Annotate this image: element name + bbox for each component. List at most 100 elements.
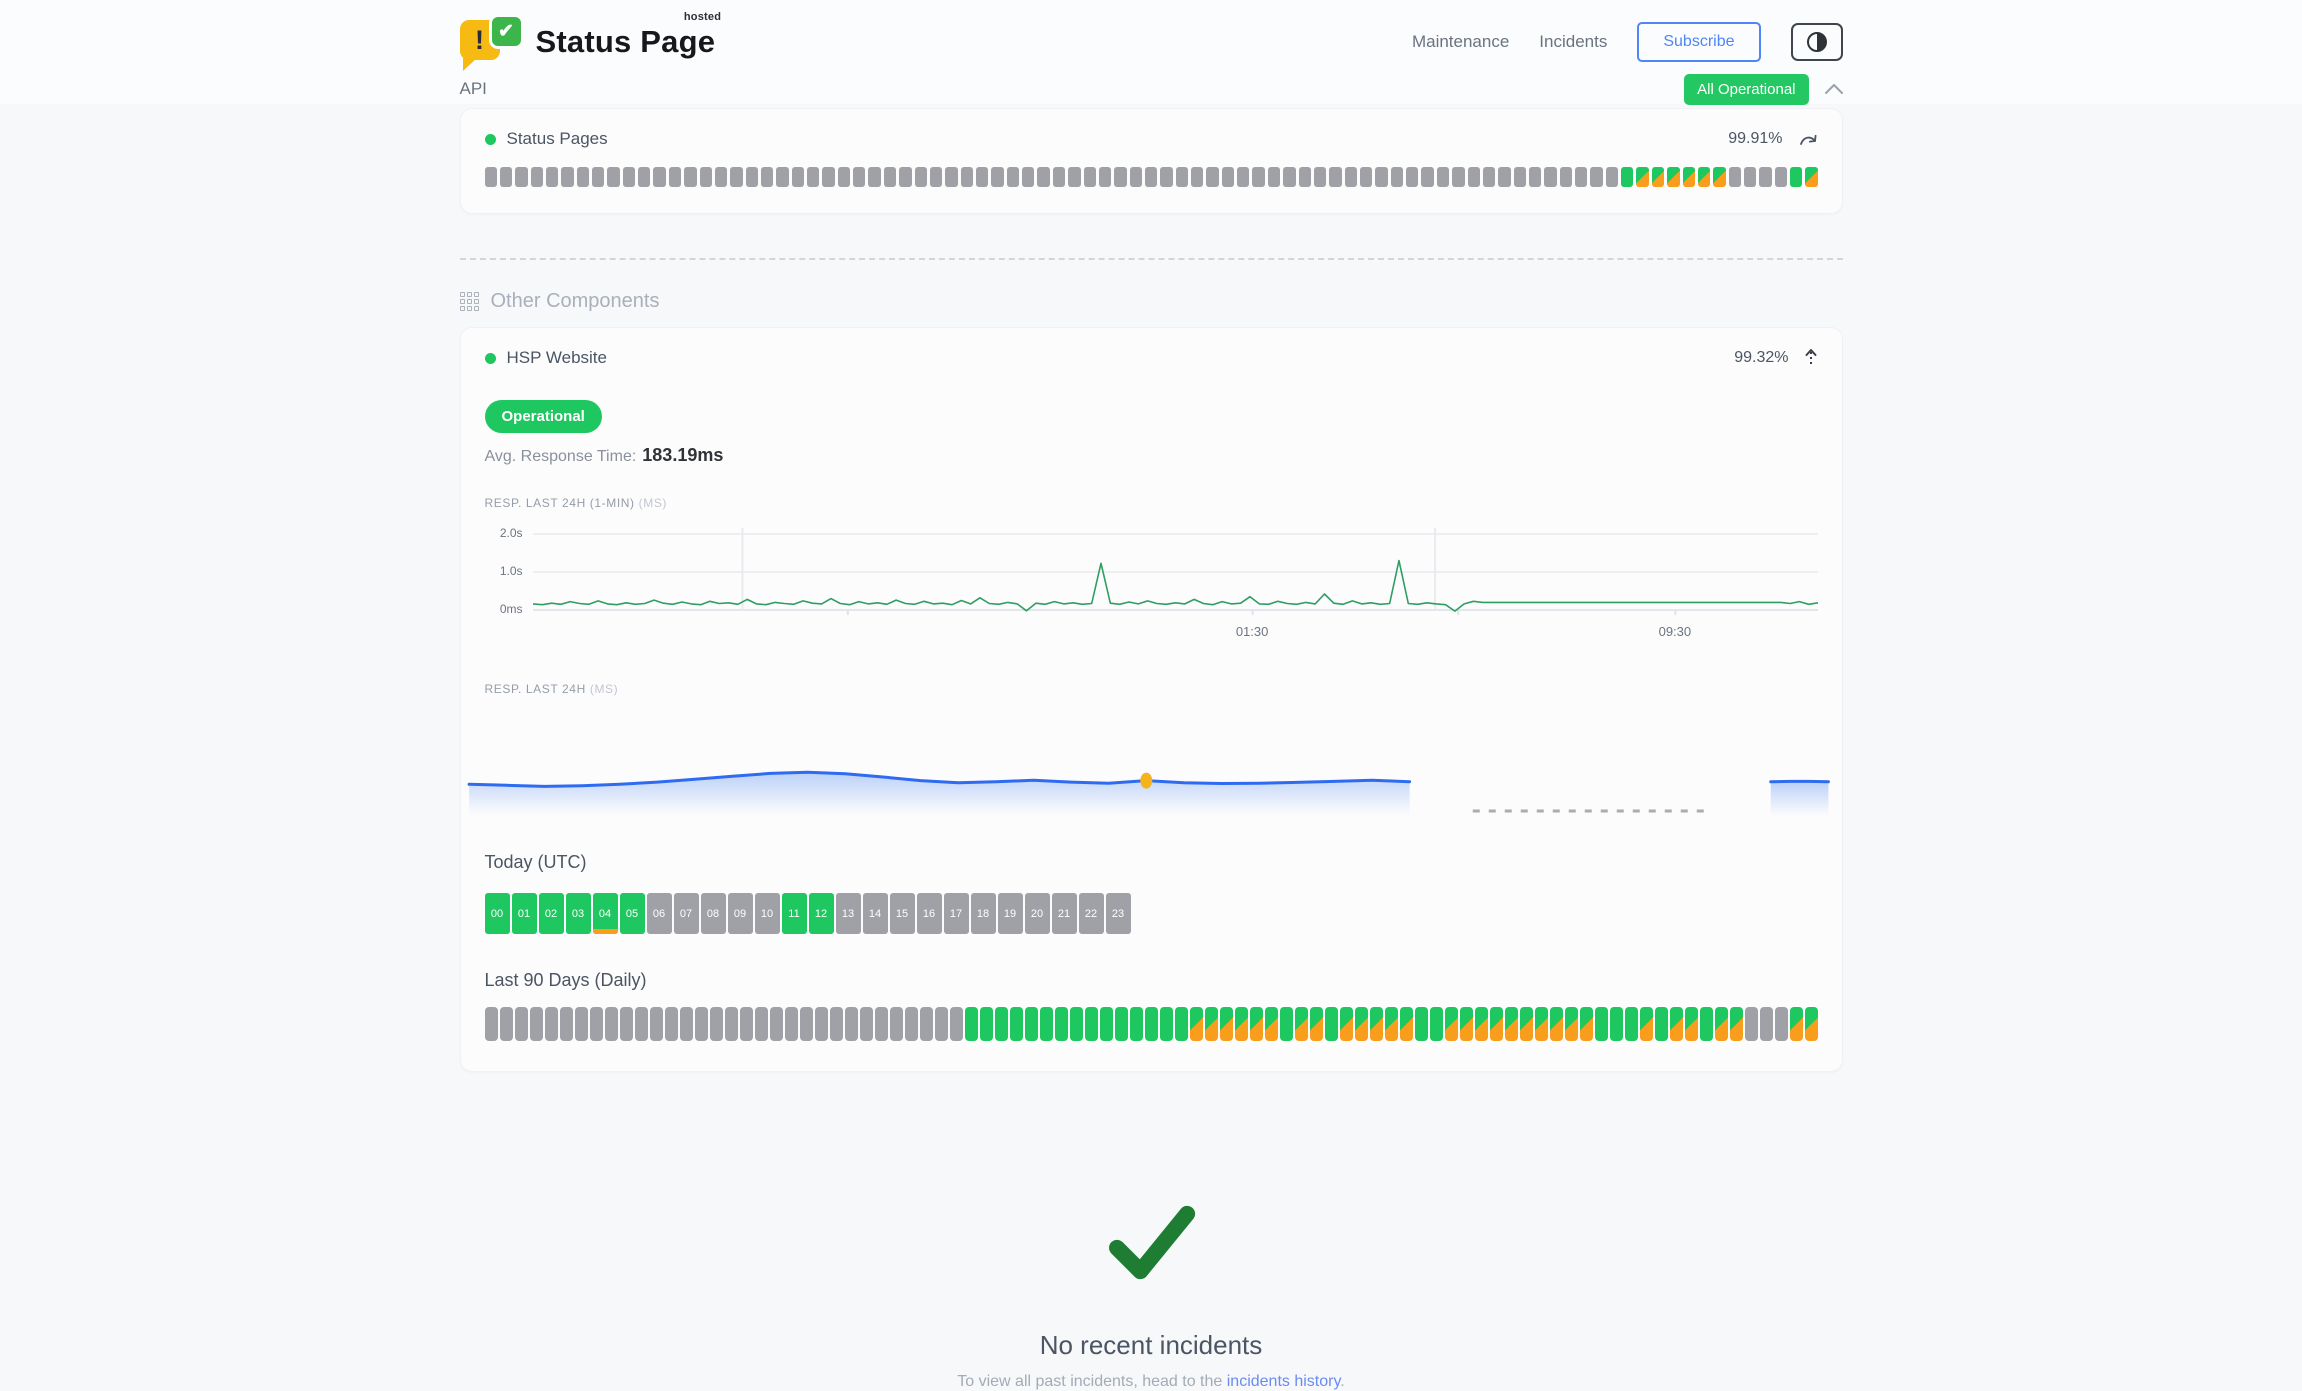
theme-toggle-button[interactable] <box>1790 23 1843 61</box>
uptime-bar[interactable] <box>1744 1007 1758 1041</box>
uptime-bar[interactable] <box>1324 1007 1338 1041</box>
hour-block-00[interactable]: 00 <box>484 893 510 934</box>
uptime-bar[interactable] <box>1054 1007 1068 1041</box>
uptime-bar[interactable] <box>791 167 805 187</box>
uptime-bar[interactable] <box>1129 167 1142 187</box>
uptime-bar[interactable] <box>1790 167 1803 187</box>
hour-block-14[interactable]: 14 <box>862 893 888 934</box>
uptime-bar[interactable] <box>730 167 743 187</box>
uptime-bar[interactable] <box>1083 167 1096 187</box>
uptime-bar[interactable] <box>1444 1007 1458 1041</box>
uptime-bar[interactable] <box>919 1007 933 1041</box>
uptime-bar[interactable] <box>1159 1007 1173 1041</box>
uptime-bar[interactable] <box>874 1007 888 1041</box>
uptime-bar[interactable] <box>1559 167 1573 187</box>
uptime-bar[interactable] <box>1329 167 1342 187</box>
uptime-bar[interactable] <box>799 1007 813 1041</box>
uptime-bar[interactable] <box>1052 167 1066 187</box>
uptime-bar[interactable] <box>1191 167 1204 187</box>
uptime-bar[interactable] <box>1129 1007 1143 1041</box>
uptime-bar[interactable] <box>1024 1007 1038 1041</box>
uptime-bar[interactable] <box>1467 167 1480 187</box>
hour-block-11[interactable]: 11 <box>781 893 807 934</box>
uptime-bar[interactable] <box>776 167 789 187</box>
uptime-bar[interactable] <box>1624 1007 1638 1041</box>
uptime-bar[interactable] <box>1009 1007 1023 1041</box>
hour-block-22[interactable]: 22 <box>1078 893 1104 934</box>
uptime-bar[interactable] <box>1452 167 1465 187</box>
uptime-bar[interactable] <box>699 167 712 187</box>
uptime-bar[interactable] <box>960 167 973 187</box>
uptime-bar[interactable] <box>709 1007 723 1041</box>
uptime-bar[interactable] <box>1575 167 1588 187</box>
hour-block-08[interactable]: 08 <box>700 893 726 934</box>
hour-block-15[interactable]: 15 <box>889 893 915 934</box>
uptime-bar[interactable] <box>619 1007 633 1041</box>
all-operational-badge[interactable]: All Operational <box>1684 73 1809 105</box>
hour-block-04[interactable]: 04 <box>592 893 618 934</box>
uptime-bar[interactable] <box>668 167 682 187</box>
uptime-bar[interactable] <box>544 1007 558 1041</box>
uptime-bar[interactable] <box>889 1007 903 1041</box>
uptime-bar[interactable] <box>1279 1007 1293 1041</box>
uptime-bar[interactable] <box>576 167 590 187</box>
hour-block-10[interactable]: 10 <box>754 893 780 934</box>
uptime-bar[interactable] <box>814 1007 828 1041</box>
uptime-bar[interactable] <box>1636 167 1649 187</box>
uptime-bar[interactable] <box>1313 167 1327 187</box>
hour-block-19[interactable]: 19 <box>997 893 1023 934</box>
incidents-history-link[interactable]: incidents history <box>1226 1373 1341 1390</box>
uptime-bar[interactable] <box>807 167 820 187</box>
uptime-bar[interactable] <box>1421 167 1434 187</box>
uptime-bar[interactable] <box>1482 167 1496 187</box>
uptime-bar[interactable] <box>664 1007 678 1041</box>
uptime-bar[interactable] <box>1544 167 1557 187</box>
hour-block-21[interactable]: 21 <box>1051 893 1077 934</box>
uptime-bar[interactable] <box>1283 167 1296 187</box>
uptime-bar[interactable] <box>1459 1007 1473 1041</box>
uptime-bar[interactable] <box>1774 167 1788 187</box>
uptime-bar[interactable] <box>653 167 666 187</box>
uptime-bar[interactable] <box>1359 167 1373 187</box>
uptime-bar[interactable] <box>638 167 651 187</box>
uptime-bar[interactable] <box>714 167 728 187</box>
uptime-bar[interactable] <box>859 1007 873 1041</box>
uptime-bar[interactable] <box>883 167 897 187</box>
uptime-bar[interactable] <box>1513 167 1526 187</box>
hour-block-13[interactable]: 13 <box>835 893 861 934</box>
uptime-bar[interactable] <box>1144 1007 1158 1041</box>
uptime-bar[interactable] <box>1294 1007 1308 1041</box>
uptime-bar[interactable] <box>515 167 528 187</box>
uptime-bar[interactable] <box>1144 167 1158 187</box>
subscribe-button[interactable]: Subscribe <box>1637 22 1761 62</box>
uptime-bar[interactable] <box>1339 1007 1353 1041</box>
uptime-bar[interactable] <box>1699 1007 1713 1041</box>
uptime-bar[interactable] <box>589 1007 603 1041</box>
uptime-bar[interactable] <box>604 1007 618 1041</box>
uptime-bar[interactable] <box>1564 1007 1578 1041</box>
uptime-bar[interactable] <box>1498 167 1511 187</box>
uptime-bar[interactable] <box>1528 167 1542 187</box>
uptime-bar[interactable] <box>649 1007 663 1041</box>
uptime-bar[interactable] <box>1728 167 1741 187</box>
hour-block-23[interactable]: 23 <box>1105 893 1131 934</box>
hour-block-16[interactable]: 16 <box>916 893 942 934</box>
uptime-bar[interactable] <box>1344 167 1357 187</box>
nav-incidents[interactable]: Incidents <box>1539 32 1608 51</box>
uptime-bar[interactable] <box>1579 1007 1593 1041</box>
nav-maintenance[interactable]: Maintenance <box>1411 32 1510 51</box>
uptime-bar[interactable] <box>592 167 605 187</box>
uptime-bar[interactable] <box>499 1007 513 1041</box>
uptime-bar[interactable] <box>1667 167 1680 187</box>
uptime-bar[interactable] <box>1534 1007 1548 1041</box>
uptime-bar[interactable] <box>1669 1007 1683 1041</box>
uptime-bar[interactable] <box>1489 1007 1503 1041</box>
hour-block-06[interactable]: 06 <box>646 893 672 934</box>
selected-point-dot[interactable] <box>1139 772 1152 789</box>
uptime-bar[interactable] <box>1114 1007 1128 1041</box>
uptime-bar[interactable] <box>837 167 851 187</box>
uptime-bar[interactable] <box>976 167 989 187</box>
uptime-bar[interactable] <box>1594 1007 1608 1041</box>
uptime-bar[interactable] <box>1354 1007 1368 1041</box>
hour-block-03[interactable]: 03 <box>565 893 591 934</box>
